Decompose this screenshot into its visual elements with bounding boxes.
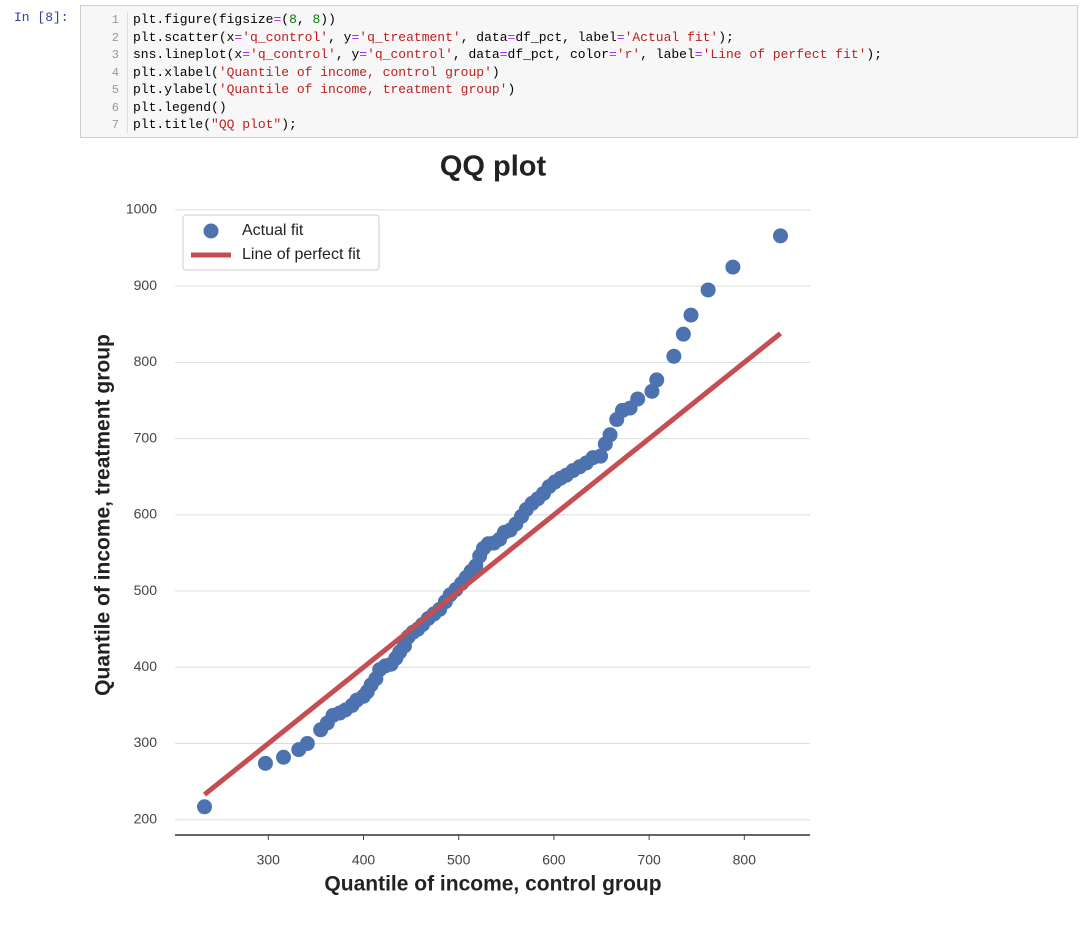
legend-label: Line of perfect fit [242,246,361,263]
x-tick-label: 800 [733,852,757,868]
scatter-point [593,448,609,464]
scatter-point [276,749,292,765]
code-line: plt.xlabel('Quantile of income, control … [133,64,500,80]
scatter-point [666,348,682,364]
x-tick-label: 600 [542,852,566,868]
line-number: 5 [111,83,119,97]
line-number: 2 [111,30,119,45]
y-tick-label: 600 [134,506,158,522]
line-number: 3 [111,48,119,62]
legend-marker [203,223,219,239]
scatter-point [772,228,788,244]
scatter-point [700,282,716,298]
line-number: 7 [111,118,119,132]
x-tick-label: 300 [257,852,281,868]
line-number: 1 [111,13,119,27]
line [202,331,783,797]
x-axis-label: Quantile of income, control group [324,873,661,896]
code-line: plt.scatter(x='q_control', y='q_treatmen… [133,29,734,45]
code-line: plt.ylabel('Quantile of income, treatmen… [133,82,516,97]
scatter-point [725,259,741,275]
scatter-point [299,736,315,752]
scatter-point [630,391,646,407]
scatter-point [197,799,213,815]
y-tick-label: 800 [134,353,158,369]
code-line: plt.title("QQ plot"); [133,117,297,132]
chart-title: QQ plot [440,151,547,183]
scatter-point [257,755,273,771]
scatter-point [644,383,660,399]
line-number: 4 [111,65,119,80]
code-line: plt.legend() [133,99,227,115]
x-tick-label: 400 [352,852,376,868]
code-line: sns.lineplot(x='q_control', y='q_control… [133,47,883,62]
x-tick-label: 700 [637,852,661,868]
x-tick-label: 500 [447,852,471,868]
y-tick-label: 300 [134,734,158,750]
y-tick-label: 700 [134,429,158,445]
legend-label: Actual fit [242,222,304,239]
scatter-point [675,326,691,342]
gutter: 1 2 3 4 5 6 7 [81,12,128,133]
legend-box [182,214,380,271]
y-tick-label: 500 [134,582,158,598]
y-tick-label: 1000 [126,201,157,217]
line-number: 6 [111,100,119,115]
cell-prompt: In [8]: [14,10,69,25]
code-line: plt.figure(figsize=(8, 8)) [133,12,336,27]
code-cell[interactable]: 1 2 3 4 5 6 7 plt.figure(figsize=(8, 8)) plt.sca… [80,5,1078,138]
y-axis-label: Quantile of income, treatment group [92,334,115,696]
y-tick-label: 200 [134,810,158,826]
scatter-point [649,372,665,388]
y-tick-label: 400 [134,658,158,674]
scatter-point [602,427,618,443]
scatter-point [683,307,699,323]
y-tick-label: 900 [134,277,158,293]
